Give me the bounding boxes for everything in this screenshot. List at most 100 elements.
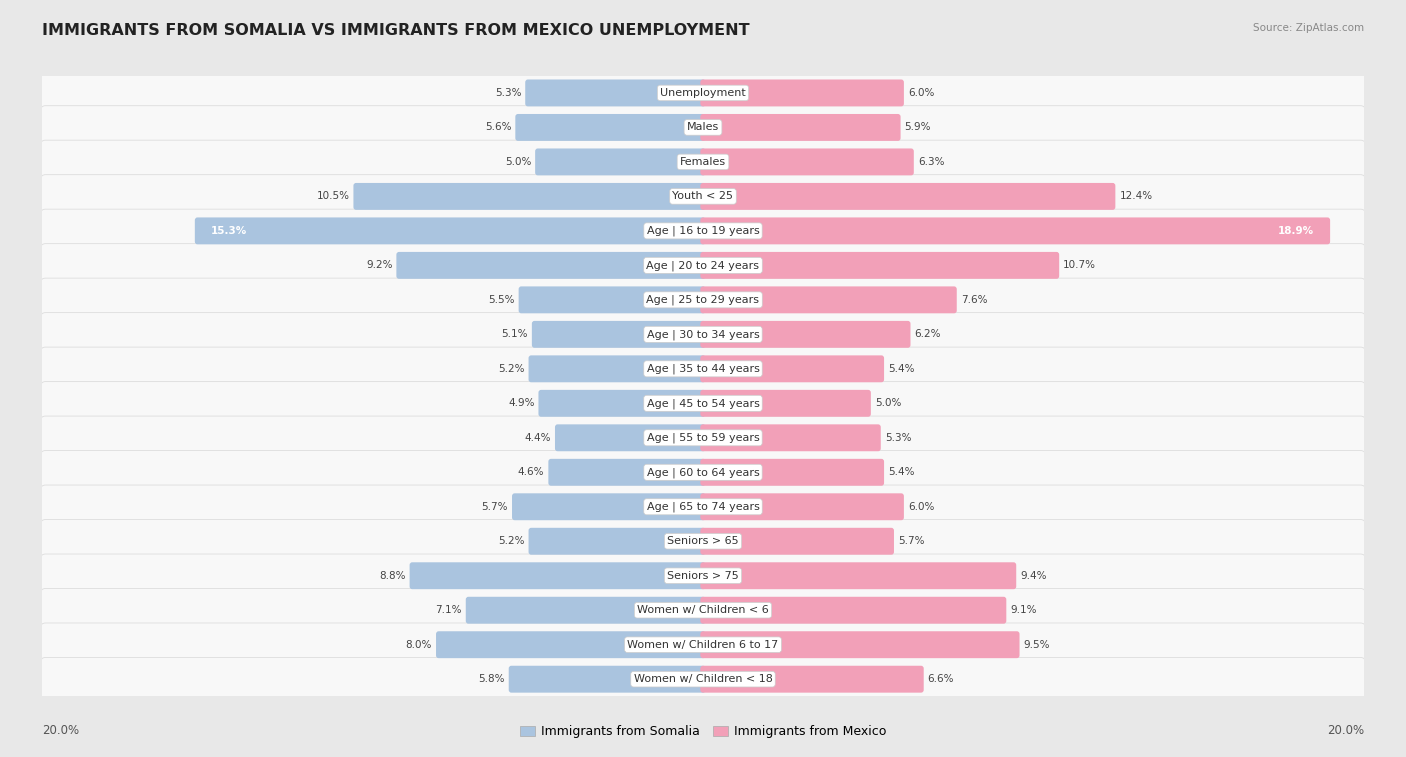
Text: 20.0%: 20.0% <box>42 724 79 737</box>
FancyBboxPatch shape <box>41 209 1365 253</box>
FancyBboxPatch shape <box>41 658 1365 701</box>
FancyBboxPatch shape <box>41 554 1365 597</box>
Text: 5.7%: 5.7% <box>898 536 924 547</box>
Text: Unemployment: Unemployment <box>661 88 745 98</box>
Text: 5.4%: 5.4% <box>889 467 914 477</box>
Text: Age | 45 to 54 years: Age | 45 to 54 years <box>647 398 759 409</box>
Text: 5.0%: 5.0% <box>875 398 901 408</box>
Text: Women w/ Children 6 to 17: Women w/ Children 6 to 17 <box>627 640 779 650</box>
FancyBboxPatch shape <box>700 665 924 693</box>
FancyBboxPatch shape <box>700 425 880 451</box>
FancyBboxPatch shape <box>700 459 884 486</box>
FancyBboxPatch shape <box>41 175 1365 218</box>
Text: Females: Females <box>681 157 725 167</box>
Text: 5.3%: 5.3% <box>884 433 911 443</box>
FancyBboxPatch shape <box>41 313 1365 356</box>
FancyBboxPatch shape <box>195 217 706 245</box>
Text: 9.5%: 9.5% <box>1024 640 1050 650</box>
FancyBboxPatch shape <box>700 631 1019 658</box>
Text: 10.7%: 10.7% <box>1063 260 1097 270</box>
FancyBboxPatch shape <box>519 286 706 313</box>
Legend: Immigrants from Somalia, Immigrants from Mexico: Immigrants from Somalia, Immigrants from… <box>515 720 891 743</box>
Text: Age | 55 to 59 years: Age | 55 to 59 years <box>647 432 759 443</box>
Text: Seniors > 75: Seniors > 75 <box>666 571 740 581</box>
Text: 5.8%: 5.8% <box>478 674 505 684</box>
FancyBboxPatch shape <box>41 106 1365 149</box>
Text: 7.1%: 7.1% <box>436 606 461 615</box>
Text: 4.9%: 4.9% <box>508 398 534 408</box>
FancyBboxPatch shape <box>436 631 706 658</box>
Text: 5.5%: 5.5% <box>488 295 515 305</box>
Text: 5.3%: 5.3% <box>495 88 522 98</box>
FancyBboxPatch shape <box>409 562 706 589</box>
FancyBboxPatch shape <box>700 562 1017 589</box>
Text: 18.9%: 18.9% <box>1278 226 1315 236</box>
FancyBboxPatch shape <box>41 623 1365 666</box>
Text: 15.3%: 15.3% <box>211 226 247 236</box>
Text: Women w/ Children < 6: Women w/ Children < 6 <box>637 606 769 615</box>
FancyBboxPatch shape <box>41 382 1365 425</box>
FancyBboxPatch shape <box>700 321 911 347</box>
Text: Age | 65 to 74 years: Age | 65 to 74 years <box>647 502 759 512</box>
FancyBboxPatch shape <box>700 79 904 107</box>
Text: 20.0%: 20.0% <box>1327 724 1364 737</box>
Text: Age | 20 to 24 years: Age | 20 to 24 years <box>647 260 759 270</box>
FancyBboxPatch shape <box>700 217 1330 245</box>
FancyBboxPatch shape <box>41 278 1365 322</box>
Text: Age | 30 to 34 years: Age | 30 to 34 years <box>647 329 759 340</box>
Text: 6.2%: 6.2% <box>914 329 941 339</box>
Text: 5.7%: 5.7% <box>482 502 508 512</box>
FancyBboxPatch shape <box>700 286 956 313</box>
Text: 8.8%: 8.8% <box>380 571 405 581</box>
Text: 6.0%: 6.0% <box>908 88 934 98</box>
FancyBboxPatch shape <box>700 528 894 555</box>
Text: Women w/ Children < 18: Women w/ Children < 18 <box>634 674 772 684</box>
Text: 5.0%: 5.0% <box>505 157 531 167</box>
FancyBboxPatch shape <box>465 597 706 624</box>
Text: Males: Males <box>688 123 718 132</box>
FancyBboxPatch shape <box>529 528 706 555</box>
FancyBboxPatch shape <box>700 114 901 141</box>
Text: 5.6%: 5.6% <box>485 123 512 132</box>
Text: 4.6%: 4.6% <box>517 467 544 477</box>
Text: IMMIGRANTS FROM SOMALIA VS IMMIGRANTS FROM MEXICO UNEMPLOYMENT: IMMIGRANTS FROM SOMALIA VS IMMIGRANTS FR… <box>42 23 749 38</box>
Text: 6.3%: 6.3% <box>918 157 945 167</box>
FancyBboxPatch shape <box>531 321 706 347</box>
Text: Age | 35 to 44 years: Age | 35 to 44 years <box>647 363 759 374</box>
FancyBboxPatch shape <box>526 79 706 107</box>
FancyBboxPatch shape <box>700 183 1115 210</box>
Text: Seniors > 65: Seniors > 65 <box>668 536 738 547</box>
FancyBboxPatch shape <box>41 485 1365 528</box>
FancyBboxPatch shape <box>536 148 706 176</box>
FancyBboxPatch shape <box>700 390 870 417</box>
Text: 5.2%: 5.2% <box>498 364 524 374</box>
FancyBboxPatch shape <box>41 416 1365 459</box>
FancyBboxPatch shape <box>538 390 706 417</box>
FancyBboxPatch shape <box>700 597 1007 624</box>
FancyBboxPatch shape <box>700 148 914 176</box>
Text: Age | 25 to 29 years: Age | 25 to 29 years <box>647 294 759 305</box>
FancyBboxPatch shape <box>41 244 1365 287</box>
FancyBboxPatch shape <box>41 347 1365 391</box>
FancyBboxPatch shape <box>396 252 706 279</box>
FancyBboxPatch shape <box>41 140 1365 184</box>
Text: 9.2%: 9.2% <box>366 260 392 270</box>
Text: 5.9%: 5.9% <box>904 123 931 132</box>
Text: Source: ZipAtlas.com: Source: ZipAtlas.com <box>1253 23 1364 33</box>
Text: 6.0%: 6.0% <box>908 502 934 512</box>
FancyBboxPatch shape <box>700 252 1059 279</box>
FancyBboxPatch shape <box>512 494 706 520</box>
Text: Age | 60 to 64 years: Age | 60 to 64 years <box>647 467 759 478</box>
Text: Age | 16 to 19 years: Age | 16 to 19 years <box>647 226 759 236</box>
Text: 5.2%: 5.2% <box>498 536 524 547</box>
Text: 10.5%: 10.5% <box>316 192 350 201</box>
FancyBboxPatch shape <box>353 183 706 210</box>
FancyBboxPatch shape <box>41 450 1365 494</box>
FancyBboxPatch shape <box>41 588 1365 632</box>
Text: 12.4%: 12.4% <box>1119 192 1153 201</box>
Text: 7.6%: 7.6% <box>960 295 987 305</box>
FancyBboxPatch shape <box>516 114 706 141</box>
Text: 5.1%: 5.1% <box>502 329 527 339</box>
Text: 4.4%: 4.4% <box>524 433 551 443</box>
Text: 6.6%: 6.6% <box>928 674 955 684</box>
